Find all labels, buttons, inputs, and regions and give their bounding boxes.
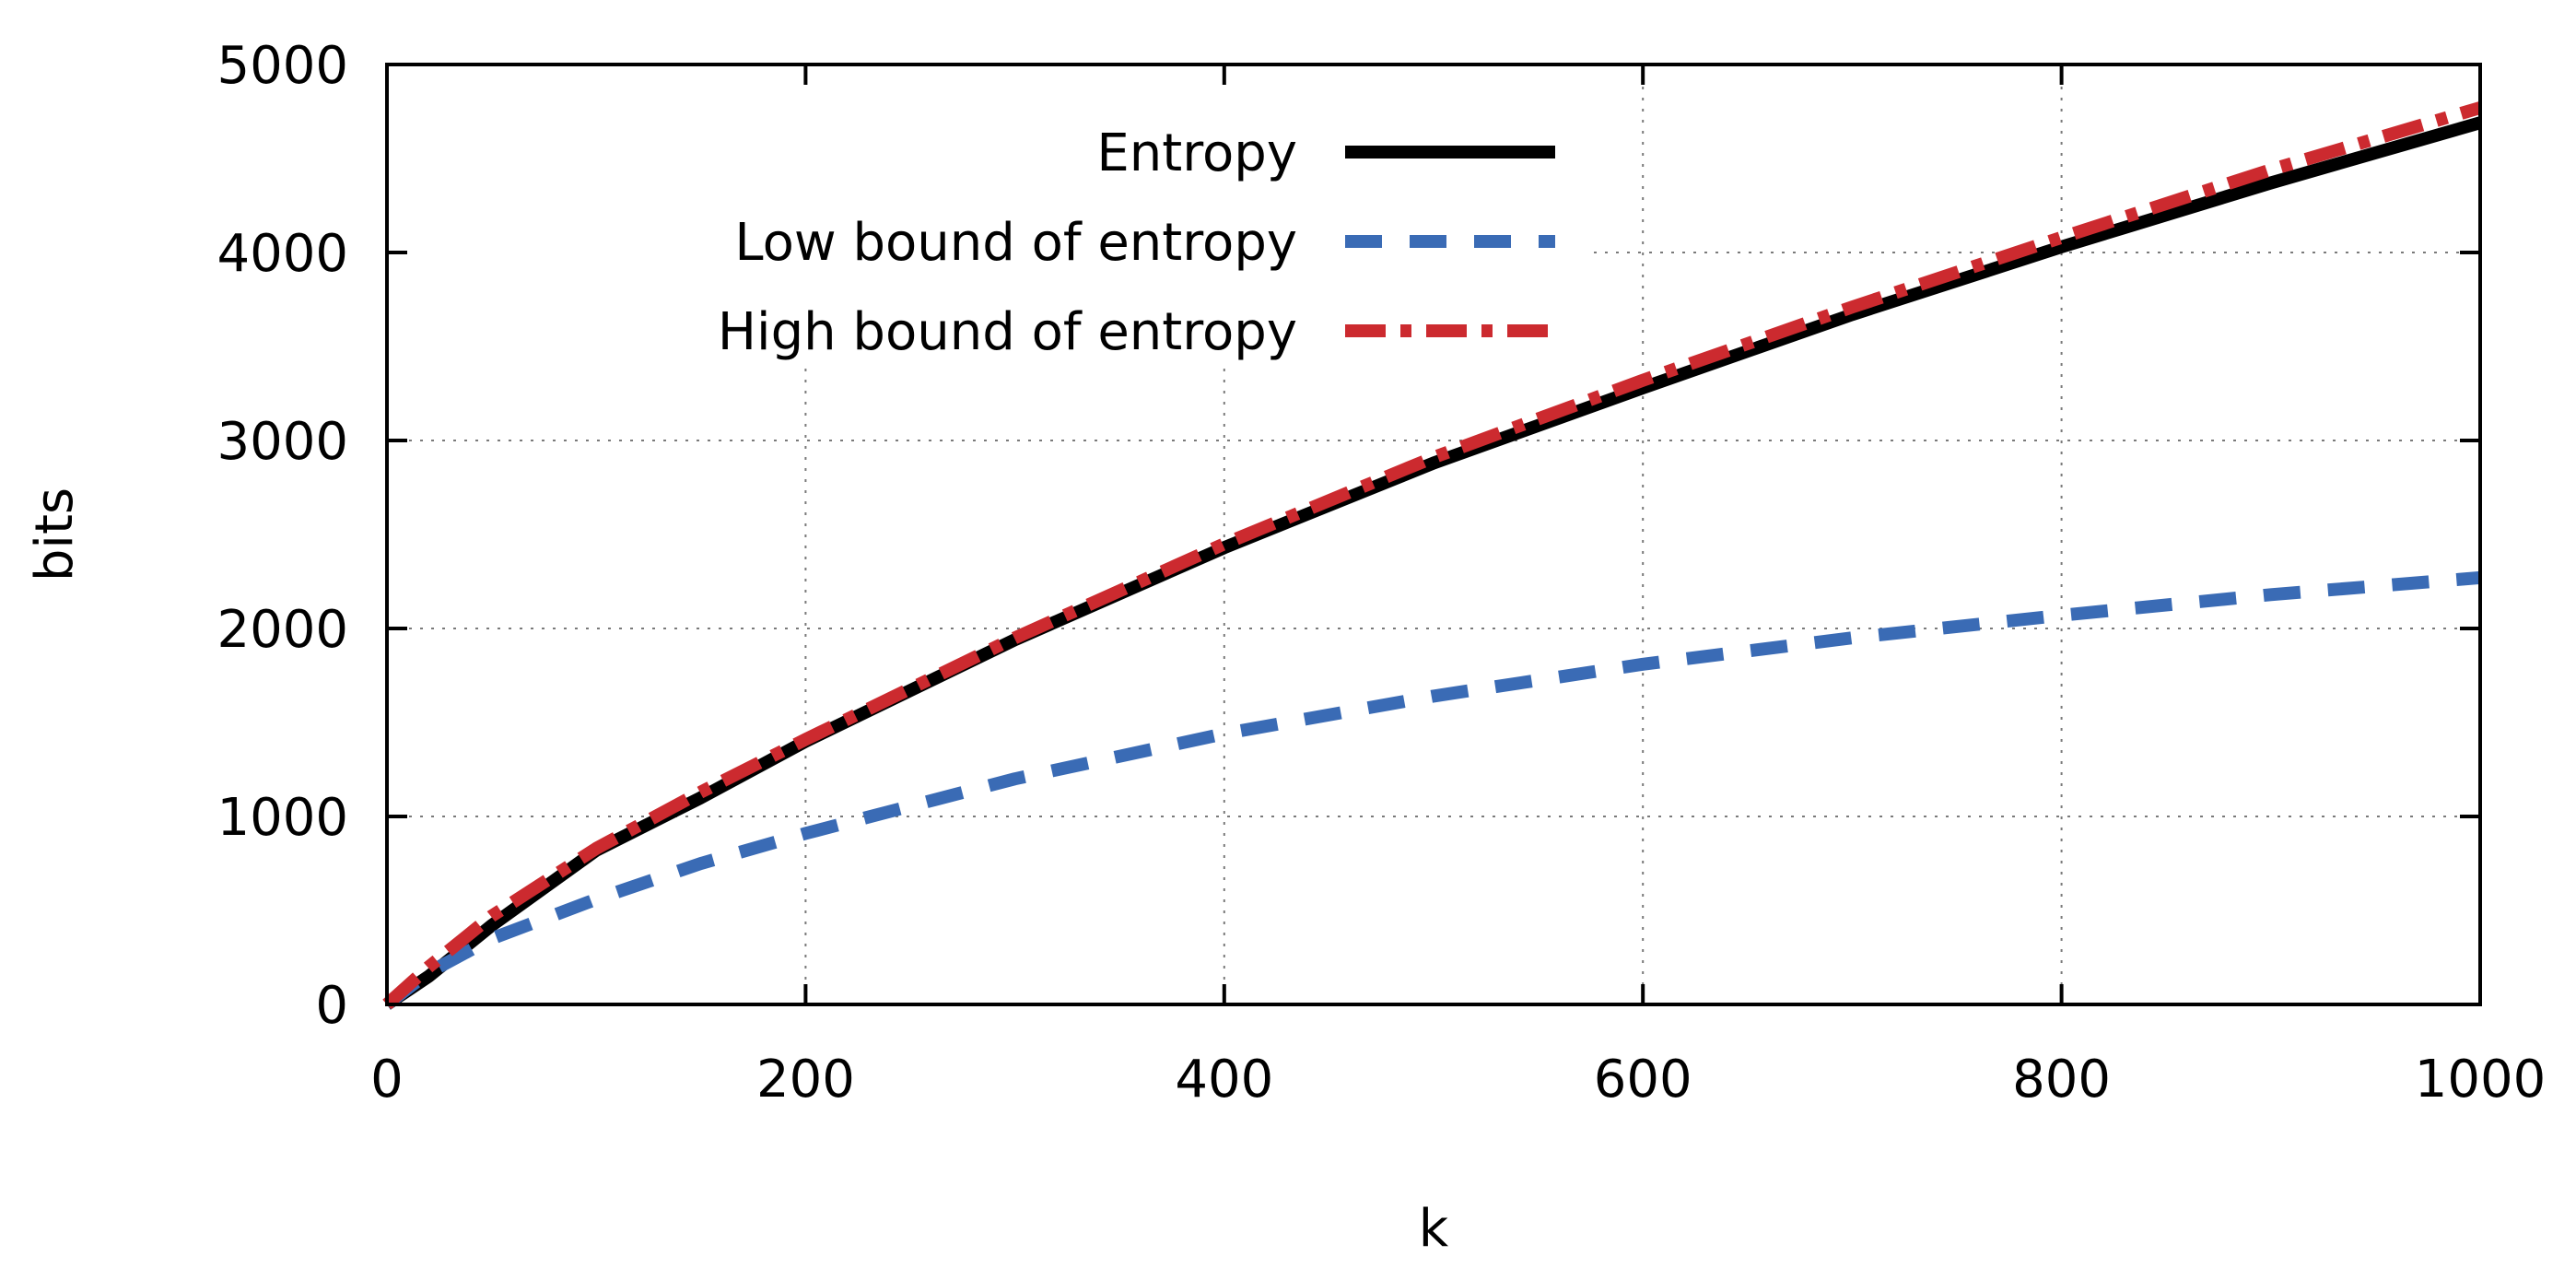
- x-tick-label: 600: [1594, 1050, 1692, 1110]
- y-axis-title: bits: [25, 487, 85, 581]
- series-line-1: [383, 116, 2482, 1010]
- axis-labels: 0 200 400 600 800 1000 0 1000 2000 3000 4000 5000: [217, 36, 2546, 1110]
- y-tick-label: 0: [315, 976, 348, 1036]
- y-tick-label: 3000: [217, 412, 348, 472]
- plot-frame: [385, 63, 2482, 1006]
- legend: Entropy Low bound of entropy High bound of…: [718, 123, 1555, 362]
- axis-ticks: [385, 63, 2482, 1006]
- y-tick-label: 4000: [217, 224, 348, 284]
- y-tick-label: 5000: [217, 36, 348, 96]
- x-tick-label: 200: [756, 1050, 855, 1110]
- x-tick-label: 1000: [2415, 1050, 2547, 1110]
- legend-label: Entropy: [1096, 123, 1297, 183]
- y-tick-label: 1000: [217, 788, 348, 848]
- series-line-3: [382, 101, 2482, 1010]
- series-line-2: [382, 570, 2481, 1010]
- x-tick-label: 0: [370, 1050, 404, 1110]
- series-lines: [382, 101, 2482, 1010]
- x-tick-label: 400: [1175, 1050, 1273, 1110]
- x-axis-title: k: [1419, 1199, 1449, 1259]
- x-tick-label: 800: [2012, 1050, 2111, 1110]
- y-tick-label: 2000: [217, 600, 348, 660]
- legend-label: Low bound of entropy: [734, 213, 1297, 273]
- legend-label: High bound of entropy: [718, 302, 1297, 362]
